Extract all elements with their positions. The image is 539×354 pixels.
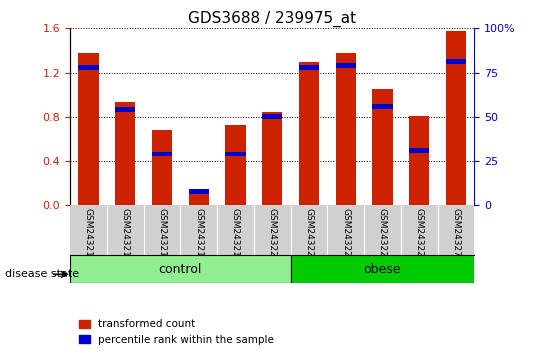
- Text: GSM243225: GSM243225: [305, 208, 314, 262]
- FancyBboxPatch shape: [291, 255, 474, 283]
- Bar: [189, 191, 209, 205]
- Title: GDS3688 / 239975_at: GDS3688 / 239975_at: [188, 11, 356, 27]
- Bar: [152, 130, 172, 205]
- Bar: [372, 89, 392, 205]
- Text: GSM243275: GSM243275: [452, 208, 460, 262]
- FancyBboxPatch shape: [70, 255, 291, 283]
- Bar: [336, 53, 356, 205]
- Bar: [446, 59, 466, 64]
- Bar: [409, 148, 429, 153]
- Bar: [299, 62, 319, 205]
- Bar: [299, 65, 319, 70]
- Bar: [409, 116, 429, 205]
- Text: GSM243218: GSM243218: [194, 208, 203, 262]
- Text: GSM243216: GSM243216: [121, 208, 130, 262]
- Text: obese: obese: [364, 263, 401, 275]
- Text: GSM243217: GSM243217: [157, 208, 167, 262]
- Bar: [78, 53, 99, 205]
- Text: GSM243219: GSM243219: [231, 208, 240, 262]
- Bar: [262, 113, 282, 205]
- Text: GSM243220: GSM243220: [268, 208, 277, 262]
- Bar: [78, 65, 99, 70]
- Bar: [189, 189, 209, 194]
- Bar: [336, 63, 356, 68]
- Bar: [152, 152, 172, 156]
- Legend: transformed count, percentile rank within the sample: transformed count, percentile rank withi…: [75, 315, 278, 349]
- Bar: [115, 107, 135, 112]
- Bar: [372, 104, 392, 109]
- Bar: [115, 102, 135, 205]
- Text: control: control: [158, 263, 202, 275]
- Text: disease state: disease state: [5, 269, 80, 279]
- Bar: [225, 152, 246, 156]
- Bar: [446, 30, 466, 205]
- Bar: [262, 114, 282, 119]
- Text: GSM243228: GSM243228: [414, 208, 424, 262]
- Text: GSM243227: GSM243227: [378, 208, 387, 262]
- Bar: [225, 125, 246, 205]
- Text: GSM243226: GSM243226: [341, 208, 350, 262]
- Text: GSM243215: GSM243215: [84, 208, 93, 262]
